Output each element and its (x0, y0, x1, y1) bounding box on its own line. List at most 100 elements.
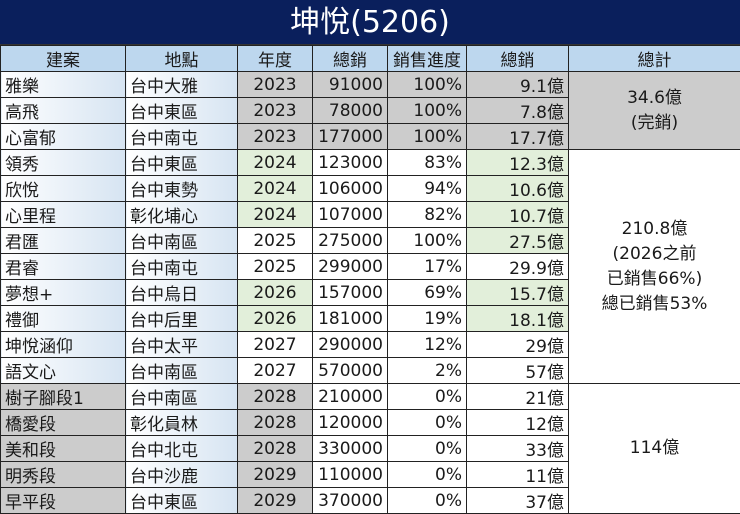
sales: 107000 (313, 202, 388, 228)
sales: 120000 (313, 410, 388, 436)
amount: 29.9億 (467, 254, 569, 280)
sales: 570000 (313, 358, 388, 384)
header-progress: 銷售進度 (388, 46, 467, 72)
project-name: 語文心 (1, 358, 126, 384)
year: 2023 (238, 124, 313, 150)
amount: 11億 (467, 462, 569, 488)
project-name: 夢想+ (1, 280, 126, 306)
header-project: 建案 (1, 46, 126, 72)
progress: 19% (388, 306, 467, 332)
sales: 370000 (313, 488, 388, 514)
project-name: 明秀段 (1, 462, 126, 488)
year: 2029 (238, 462, 313, 488)
year: 2027 (238, 332, 313, 358)
progress: 0% (388, 488, 467, 514)
location: 台中南區 (126, 358, 238, 384)
summary-future: 114億 (569, 384, 740, 514)
table-row: 樹子腳段1 台中南區 2028 210000 0% 21億 114億 (1, 384, 740, 410)
progress: 2% (388, 358, 467, 384)
project-name: 橋愛段 (1, 410, 126, 436)
location: 彰化埔心 (126, 202, 238, 228)
header-year: 年度 (238, 46, 313, 72)
amount: 21億 (467, 384, 569, 410)
project-name: 早平段 (1, 488, 126, 514)
year: 2024 (238, 176, 313, 202)
amount: 12.3億 (467, 150, 569, 176)
progress: 0% (388, 410, 467, 436)
summary-in-progress: 210.8億 (2026之前 已銷售66%) 總已銷售53% (569, 150, 740, 384)
header-grand-total: 總計 (569, 46, 740, 72)
summary-note: 總已銷售53% (573, 292, 736, 317)
year: 2026 (238, 280, 313, 306)
project-name: 禮御 (1, 306, 126, 332)
location: 台中南屯 (126, 124, 238, 150)
sales-table: 建案 地點 年度 總銷 銷售進度 總銷 總計 雅樂 台中大雅 2023 9100… (0, 45, 740, 514)
project-name: 坤悅涵仰 (1, 332, 126, 358)
amount: 7.8億 (467, 98, 569, 124)
header-location: 地點 (126, 46, 238, 72)
project-name: 欣悅 (1, 176, 126, 202)
project-name: 君睿 (1, 254, 126, 280)
project-name: 美和段 (1, 436, 126, 462)
year: 2025 (238, 254, 313, 280)
location: 台中太平 (126, 332, 238, 358)
year: 2027 (238, 358, 313, 384)
progress: 100% (388, 124, 467, 150)
location: 台中烏日 (126, 280, 238, 306)
location: 台中東勢 (126, 176, 238, 202)
location: 台中沙鹿 (126, 462, 238, 488)
sales: 299000 (313, 254, 388, 280)
summary-note: (2026之前 (573, 242, 736, 267)
location: 台中北屯 (126, 436, 238, 462)
project-name: 高飛 (1, 98, 126, 124)
progress: 82% (388, 202, 467, 228)
project-name: 心里程 (1, 202, 126, 228)
year: 2028 (238, 410, 313, 436)
sales: 123000 (313, 150, 388, 176)
amount: 29億 (467, 332, 569, 358)
year: 2025 (238, 228, 313, 254)
location: 台中南區 (126, 228, 238, 254)
progress: 0% (388, 436, 467, 462)
location: 台中南屯 (126, 254, 238, 280)
location: 台中大雅 (126, 72, 238, 98)
sales: 181000 (313, 306, 388, 332)
amount: 15.7億 (467, 280, 569, 306)
sales: 110000 (313, 462, 388, 488)
sales: 330000 (313, 436, 388, 462)
summary-total: 34.6億 (573, 86, 736, 111)
location: 台中后里 (126, 306, 238, 332)
sales: 157000 (313, 280, 388, 306)
progress: 83% (388, 150, 467, 176)
progress: 100% (388, 98, 467, 124)
project-name: 雅樂 (1, 72, 126, 98)
year: 2024 (238, 150, 313, 176)
header-total-amount: 總銷 (467, 46, 569, 72)
summary-total: 114億 (573, 436, 736, 461)
sales: 210000 (313, 384, 388, 410)
summary-note: 已銷售66%) (573, 267, 736, 292)
progress: 100% (388, 228, 467, 254)
progress: 12% (388, 332, 467, 358)
progress: 0% (388, 462, 467, 488)
year: 2029 (238, 488, 313, 514)
summary-note: (完銷) (573, 111, 736, 136)
year: 2023 (238, 98, 313, 124)
sales: 78000 (313, 98, 388, 124)
header-total-sales: 總銷 (313, 46, 388, 72)
amount: 18.1億 (467, 306, 569, 332)
progress: 94% (388, 176, 467, 202)
year: 2028 (238, 436, 313, 462)
amount: 33億 (467, 436, 569, 462)
location: 彰化員林 (126, 410, 238, 436)
year: 2026 (238, 306, 313, 332)
progress: 69% (388, 280, 467, 306)
progress: 0% (388, 384, 467, 410)
progress: 17% (388, 254, 467, 280)
sales: 91000 (313, 72, 388, 98)
project-name: 領秀 (1, 150, 126, 176)
sales: 106000 (313, 176, 388, 202)
year: 2024 (238, 202, 313, 228)
amount: 57億 (467, 358, 569, 384)
summary-total: 210.8億 (573, 217, 736, 242)
